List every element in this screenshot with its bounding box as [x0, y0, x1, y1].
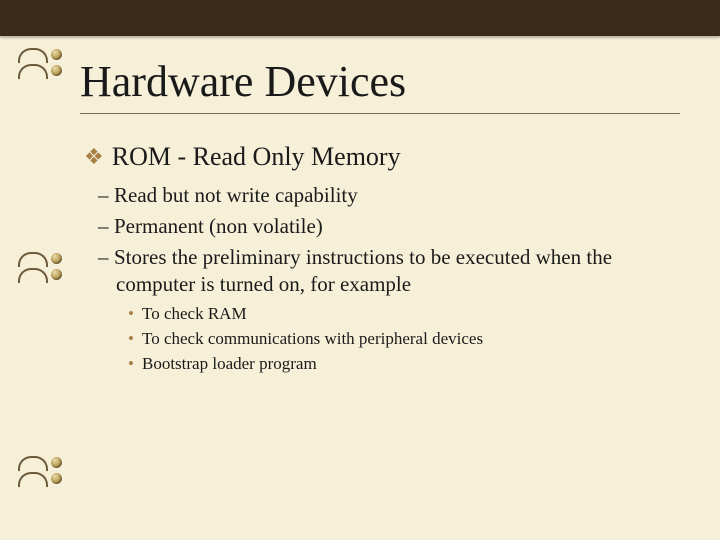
dot-bullet-icon: •: [128, 352, 142, 375]
bullet-level-3-text: To check communications with peripheral …: [142, 329, 483, 348]
ring-hole-icon: [51, 269, 62, 280]
diamond-bullet-icon: ❖: [84, 142, 104, 172]
slide-title: Hardware Devices: [80, 56, 690, 107]
title-underline: [80, 113, 680, 114]
slide-content: Hardware Devices ❖ ROM - Read Only Memor…: [80, 56, 690, 377]
slide: Hardware Devices ❖ ROM - Read Only Memor…: [0, 0, 720, 540]
ring-icon: [18, 472, 48, 487]
bullet-level-2-text: Read but not write capability: [114, 183, 358, 207]
ring-hole-icon: [51, 473, 62, 484]
bullet-level-3-text: Bootstrap loader program: [142, 354, 317, 373]
bullet-level-2-text: Permanent (non volatile): [114, 214, 323, 238]
ring-icon: [18, 252, 48, 267]
bullet-level-2: –Stores the preliminary instructions to …: [116, 244, 676, 298]
bullet-level-3: •Bootstrap loader program: [144, 352, 690, 375]
bullet-level-3: •To check communications with peripheral…: [144, 327, 690, 350]
level-3-list: •To check RAM•To check communications wi…: [80, 302, 690, 375]
ring-hole-icon: [51, 49, 62, 60]
level-2-list: –Read but not write capability–Permanent…: [80, 182, 690, 298]
top-bar: [0, 0, 720, 36]
ring-hole-icon: [51, 253, 62, 264]
spiral-binding: [18, 0, 64, 540]
ring-group: [18, 252, 64, 286]
ring-group: [18, 48, 64, 82]
bullet-level-1-text: ROM - Read Only Memory: [112, 142, 401, 171]
bullet-level-1: ❖ ROM - Read Only Memory: [84, 142, 690, 172]
dash-bullet-icon: –: [98, 182, 114, 209]
bullet-level-2: –Read but not write capability: [116, 182, 676, 209]
ring-icon: [18, 64, 48, 79]
dash-bullet-icon: –: [98, 244, 114, 271]
bullet-level-3-text: To check RAM: [142, 304, 247, 323]
ring-icon: [18, 48, 48, 63]
dash-bullet-icon: –: [98, 213, 114, 240]
bullet-level-3: •To check RAM: [144, 302, 690, 325]
dot-bullet-icon: •: [128, 302, 142, 325]
ring-icon: [18, 268, 48, 283]
ring-icon: [18, 456, 48, 471]
ring-hole-icon: [51, 65, 62, 76]
bullet-level-2-text: Stores the preliminary instructions to b…: [114, 245, 612, 296]
ring-hole-icon: [51, 457, 62, 468]
bullet-level-2: –Permanent (non volatile): [116, 213, 676, 240]
ring-group: [18, 456, 64, 490]
dot-bullet-icon: •: [128, 327, 142, 350]
